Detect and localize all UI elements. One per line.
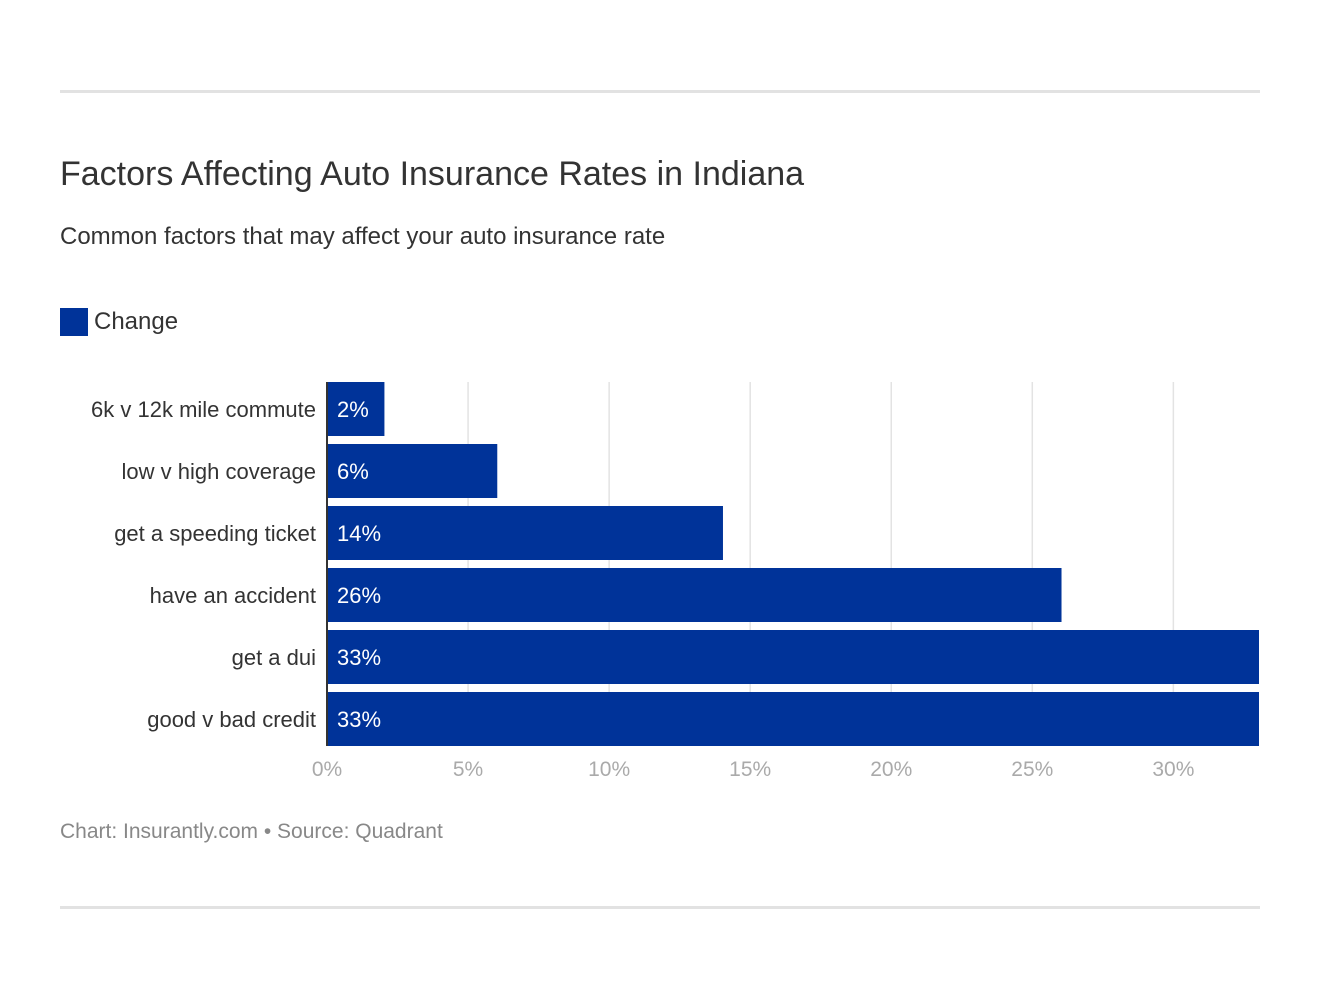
data-label: 33% [337,707,381,732]
chart-title: Factors Affecting Auto Insurance Rates i… [60,155,805,193]
chart-source: Chart: Insurantly.com • Source: Quadrant [60,820,443,843]
data-label: 14% [337,521,381,546]
x-tick-label: 15% [729,758,771,781]
category-label: good v bad credit [147,707,316,732]
bar [328,630,1259,684]
legend: Change [60,308,178,336]
bar [328,506,723,560]
legend-swatch [60,308,88,336]
data-label: 26% [337,583,381,608]
data-label: 33% [337,645,381,670]
top-divider [60,90,1260,93]
category-label: get a dui [232,645,316,670]
x-tick-label: 20% [870,758,912,781]
bar [328,382,385,436]
x-tick-label: 0% [312,758,342,781]
legend-label: Change [94,308,179,335]
bar [328,568,1062,622]
category-label: have an accident [150,583,316,608]
bottom-divider [60,906,1260,909]
x-tick-label: 10% [588,758,630,781]
data-label: 6% [337,459,369,484]
category-label: low v high coverage [122,459,316,484]
x-tick-label: 25% [1011,758,1053,781]
chart-subtitle: Common factors that may affect your auto… [60,223,666,250]
x-tick-label: 30% [1152,758,1194,781]
bar [328,444,498,498]
data-label: 2% [337,397,369,422]
category-label: get a speeding ticket [114,521,316,546]
category-label: 6k v 12k mile commute [91,397,316,422]
x-tick-label: 5% [453,758,483,781]
bar [328,692,1259,746]
